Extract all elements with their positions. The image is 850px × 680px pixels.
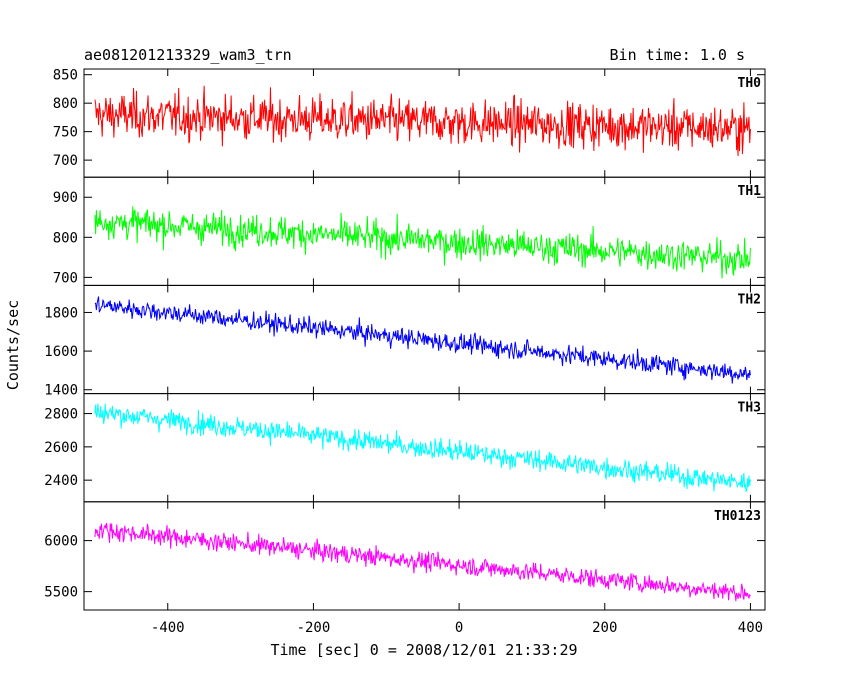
x-tick-label: 200	[592, 620, 617, 636]
y-tick-label: 2400	[44, 473, 78, 489]
y-tick-label: 800	[53, 96, 78, 112]
series-th3-line	[94, 403, 751, 492]
x-tick-label: -400	[151, 620, 185, 636]
x-tick-label: -200	[297, 620, 331, 636]
chart-subtitle: Bin time: 1.0 s	[610, 46, 745, 64]
panels-group: 700 750 800 850 TH0 700 800 900 TH1 1400 1600 1800 T…	[44, 68, 766, 636]
x-axis-label: Time [sec] 0 = 2008/12/01 21:33:29	[270, 641, 577, 659]
series-th2-line	[94, 296, 751, 384]
y-tick-label: 800	[53, 230, 78, 246]
panel-label-th1: TH1	[738, 184, 762, 199]
y-tick-label: 1800	[44, 305, 78, 321]
panel-label-th2: TH2	[738, 292, 761, 307]
series-th0-line	[94, 85, 751, 157]
y-tick-label: 700	[53, 153, 78, 169]
series-th1-line	[94, 206, 751, 279]
series-th0123-line	[94, 522, 751, 602]
y-tick-label: 700	[53, 270, 78, 286]
panel-label-th0123: TH0123	[714, 509, 761, 524]
panel-frame-th1	[83, 176, 766, 286]
y-tick-label: 850	[53, 68, 78, 84]
panel-frame-th3	[83, 393, 766, 503]
panel-label-th3: TH3	[738, 401, 761, 416]
y-tick-label: 750	[53, 125, 78, 141]
x-tick-label: 0	[455, 620, 463, 636]
y-tick-label: 6000	[44, 534, 78, 550]
y-tick-label: 900	[53, 190, 78, 206]
y-tick-label: 1600	[44, 344, 78, 360]
y-axis-label: Counts/sec	[4, 300, 22, 390]
y-tick-label: 5500	[44, 585, 78, 601]
panel-label-th0: TH0	[738, 76, 762, 91]
y-tick-label: 2800	[44, 407, 78, 423]
panel-frame-th0123	[83, 501, 766, 611]
y-tick-label: 2600	[44, 440, 78, 456]
x-tick-label: 400	[738, 620, 763, 636]
chart-title: ae081201213329_wam3_trn	[84, 46, 292, 64]
y-tick-label: 1400	[44, 383, 78, 399]
